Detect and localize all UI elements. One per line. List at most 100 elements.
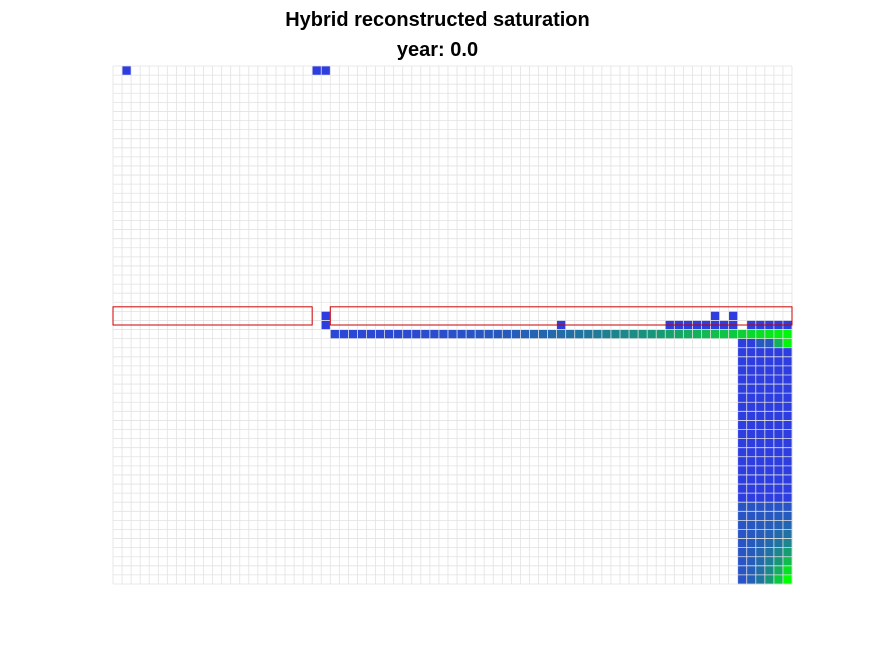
plume-cell <box>746 429 757 439</box>
plume-cell <box>773 356 784 367</box>
plume-cell <box>782 356 793 367</box>
plume-cell <box>755 429 766 439</box>
plume-cell <box>764 474 775 485</box>
plume-cell <box>746 547 757 558</box>
plume-cell <box>755 520 766 530</box>
plume-cell <box>755 547 766 558</box>
plume-cell <box>782 474 793 485</box>
plume-cell <box>773 502 784 512</box>
saturation-cell <box>746 329 757 339</box>
plume-cell <box>773 538 784 548</box>
plume-cell <box>737 456 748 467</box>
plume-cell <box>737 347 748 358</box>
plume-cell <box>782 384 793 394</box>
plume-cell <box>746 502 757 512</box>
saturation-cell <box>782 329 793 339</box>
plume-cell <box>737 502 748 512</box>
plume-cell <box>737 520 748 530</box>
plume-cell <box>737 438 748 448</box>
saturation-cell <box>122 66 132 76</box>
plume-cell <box>782 374 793 385</box>
plume-cell <box>737 484 748 494</box>
plume-cell <box>782 402 793 412</box>
outlined-region-box <box>112 306 313 326</box>
plume-cell <box>755 493 766 503</box>
saturation-cell <box>321 311 331 321</box>
saturation-cell <box>710 311 720 321</box>
saturation-cell <box>484 329 494 339</box>
saturation-cell <box>312 66 322 76</box>
saturation-cell <box>375 329 385 339</box>
plume-cell <box>782 556 793 567</box>
plume-cell <box>737 393 748 403</box>
saturation-cell <box>737 329 748 339</box>
plume-cell <box>773 438 784 448</box>
plume-cell <box>755 365 766 376</box>
plume-cell <box>737 538 748 548</box>
saturation-cell <box>321 66 331 76</box>
plume-cell <box>746 511 757 521</box>
plume-cell <box>737 447 748 458</box>
plume-cell <box>782 493 793 503</box>
saturation-cell <box>746 338 757 349</box>
plume-cell <box>755 402 766 412</box>
plume-cell <box>746 356 757 367</box>
plume-cell <box>737 529 748 539</box>
saturation-cell <box>764 329 775 339</box>
saturation-cell <box>330 329 340 339</box>
saturation-cell <box>511 329 521 339</box>
saturation-cell <box>574 329 585 339</box>
plume-cell <box>773 547 784 558</box>
plume-cell <box>737 465 748 476</box>
plume-cell <box>773 565 784 576</box>
plume-cell <box>755 384 766 394</box>
plume-cell <box>782 538 793 548</box>
saturation-cell <box>583 329 594 339</box>
plume-cell <box>746 402 757 412</box>
plume-cell <box>764 411 775 421</box>
plume-cell <box>737 420 748 430</box>
plume-cell <box>782 465 793 476</box>
plume-cell <box>764 356 775 367</box>
plume-cell <box>737 565 748 576</box>
plume-cell <box>782 393 793 403</box>
saturation-cell <box>610 329 621 339</box>
plume-cell <box>764 456 775 467</box>
plume-cell <box>764 447 775 458</box>
saturation-cell <box>619 329 630 339</box>
saturation-cell <box>601 329 612 339</box>
plume-cell <box>773 347 784 358</box>
plume-cell <box>773 520 784 530</box>
saturation-cell <box>393 329 403 339</box>
saturation-cell <box>339 329 349 339</box>
plume-cell <box>782 411 793 421</box>
saturation-cell <box>656 329 666 339</box>
plume-cell <box>755 565 766 576</box>
plume-cell <box>773 420 784 430</box>
plume-cell <box>746 393 757 403</box>
plume-cell <box>746 574 757 585</box>
saturation-cell <box>447 329 458 339</box>
plume-cell <box>746 474 757 485</box>
plume-cell <box>782 520 793 530</box>
plume-cell <box>737 474 748 485</box>
chart-title: Hybrid reconstructed saturation <box>285 9 590 31</box>
plume-cell <box>746 556 757 567</box>
saturation-cell <box>683 329 693 339</box>
saturation-cell <box>728 311 738 321</box>
plume-cell <box>782 365 793 376</box>
saturation-cell <box>321 320 331 330</box>
saturation-cell <box>701 329 711 339</box>
plume-cell <box>782 529 793 539</box>
plume-cell <box>764 538 775 548</box>
plume-cell <box>764 565 775 576</box>
saturation-cell <box>719 329 729 339</box>
chart-subtitle: year: 0.0 <box>396 39 479 61</box>
plume-cell <box>764 374 775 385</box>
saturation-cell <box>674 329 684 339</box>
saturation-cell <box>755 329 766 339</box>
plume-cell <box>782 484 793 494</box>
plume-cell <box>773 493 784 503</box>
plume-cell <box>782 502 793 512</box>
